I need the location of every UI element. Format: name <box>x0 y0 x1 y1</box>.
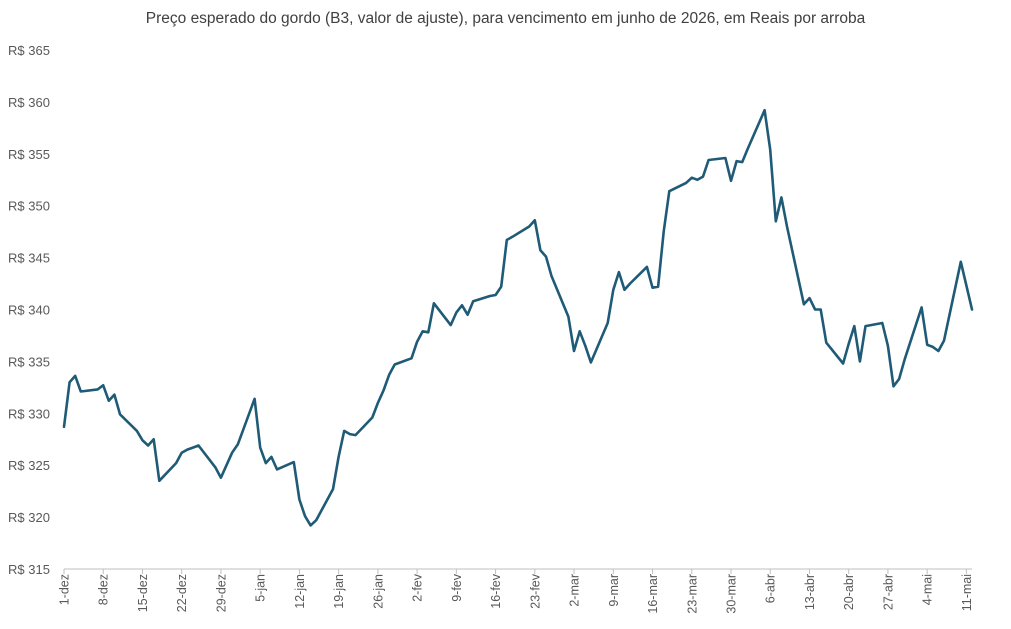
x-axis <box>63 568 972 574</box>
x-tick-label: 9-fev <box>450 573 464 602</box>
x-tick-label: 8-dez <box>97 574 111 605</box>
x-tick-label: 19-jan <box>332 574 346 609</box>
y-tick-label: R$ 350 <box>8 199 50 214</box>
x-tick-label: 20-abr <box>842 574 856 610</box>
y-axis-labels: R$ 315 R$ 320 R$ 325 R$ 330 R$ 335 R$ 340 R$ 3… <box>8 43 50 577</box>
x-tick-label: 22-dez <box>175 574 189 612</box>
series-line <box>62 108 974 527</box>
x-tick-label: 23-fev <box>528 573 542 608</box>
x-tick-label: 16-mar <box>646 574 660 614</box>
x-tick-label: 29-dez <box>214 574 228 612</box>
x-axis-labels: 1-dez 8-dez 15-dez 22-dez 29-dez 5-jan 12-jan 1… <box>58 573 974 613</box>
y-tick-label: R$ 340 <box>8 303 50 318</box>
x-tick-label: 26-jan <box>371 574 385 609</box>
x-tick-label: 23-mar <box>685 574 699 614</box>
y-tick-label: R$ 315 <box>8 562 50 577</box>
x-tick-label: 30-mar <box>724 574 738 614</box>
x-tick-label: 5-jan <box>254 574 268 602</box>
x-tick-label: 11-mai <box>960 574 974 611</box>
x-tick-label: 9-mar <box>607 574 621 607</box>
y-tick-label: R$ 360 <box>8 95 50 110</box>
y-tick-label: R$ 355 <box>8 147 50 162</box>
chart-title: Preço esperado do gordo (B3, valor de aj… <box>145 10 866 27</box>
x-tick-label: 13-abr <box>803 574 817 610</box>
x-tick-label: 1-dez <box>58 574 72 605</box>
y-tick-label: R$ 335 <box>8 354 50 369</box>
y-tick-label: R$ 330 <box>8 406 50 421</box>
x-tick-label: 16-fev <box>489 573 503 608</box>
x-tick-label: 12-jan <box>293 574 307 609</box>
y-tick-label: R$ 320 <box>8 510 50 525</box>
x-tick-label: 4-mai <box>921 574 935 605</box>
x-tick-label: 27-abr <box>881 574 895 610</box>
y-tick-label: R$ 365 <box>8 43 50 58</box>
x-tick-label: 6-abr <box>764 574 778 603</box>
series-layer <box>62 108 974 527</box>
y-tick-label: R$ 345 <box>8 251 50 266</box>
y-tick-label: R$ 325 <box>8 458 50 473</box>
x-tick-label: 2-mar <box>568 574 582 607</box>
x-tick-label: 15-dez <box>136 574 150 612</box>
x-tick-label: 2-fev <box>411 573 425 602</box>
